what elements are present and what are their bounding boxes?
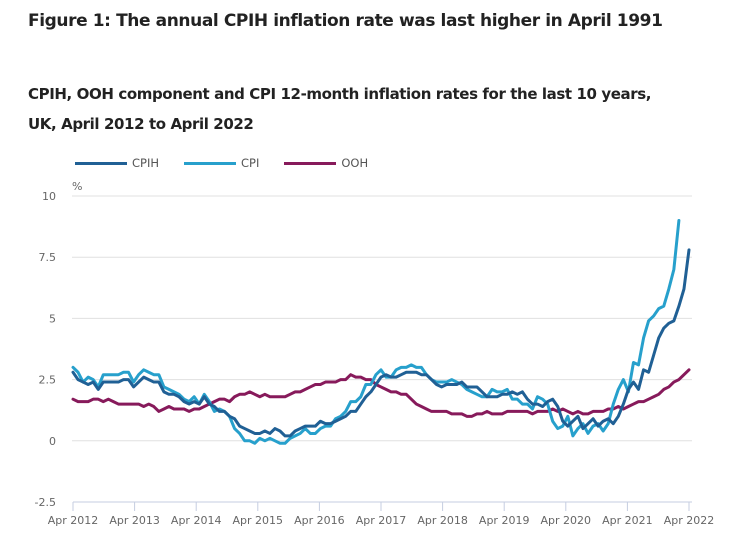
y-tick-label: 7.5 [39,251,57,264]
legend-swatch [284,161,337,165]
x-tick-label: Apr 2019 [479,514,530,527]
y-tick-label: 2.5 [39,374,57,387]
legend-swatch [184,161,237,165]
legend-item-cpi[interactable]: CPI [184,156,259,170]
y-axis: 10 7.5 5 2.5 0 -2.5% [35,180,83,509]
x-tick-label: Apr 2022 [664,514,715,527]
series-line-cpi[interactable] [71,218,681,445]
chart-subtitle: CPIH, OOH component and CPI 12-month inf… [28,85,652,133]
series-lines [71,218,691,445]
series-line-ooh[interactable] [71,368,691,418]
x-tick-label: Apr 2017 [356,514,407,527]
y-tick-label: -2.5 [35,496,56,509]
figure-title: Figure 1: The annual CPIH inflation rate… [28,11,663,31]
x-tick-label: Apr 2016 [294,514,345,527]
legend-item-cpih[interactable]: CPIH [75,156,159,170]
legend-label: OOH [341,156,369,170]
x-tick-label: Apr 2021 [602,514,653,527]
x-tick-label: Apr 2015 [233,514,284,527]
legend-item-ooh[interactable]: OOH [284,156,368,170]
x-tick-label: Apr 2020 [541,514,592,527]
x-tick-label: Apr 2013 [109,514,160,527]
y-tick-label: 10 [42,190,56,203]
x-tick-label: Apr 2014 [171,514,222,527]
legend-swatch [75,161,127,165]
series-line-cpih[interactable] [71,248,691,438]
x-tick-label: Apr 2012 [48,514,99,527]
legend-label: CPIH [132,156,160,170]
legend-label: CPI [241,156,260,170]
x-tick-label: Apr 2018 [417,514,468,527]
x-axis: Apr 2012 Apr 2013 Apr 2014 Apr 2015 Apr 2016… [48,501,715,527]
y-tick-label: 0 [49,435,56,448]
gridlines [72,195,692,442]
chart-legend: CPIH CPI OOH [75,155,393,171]
y-axis-unit-label: % [72,180,82,193]
y-tick-label: 5 [49,312,56,325]
